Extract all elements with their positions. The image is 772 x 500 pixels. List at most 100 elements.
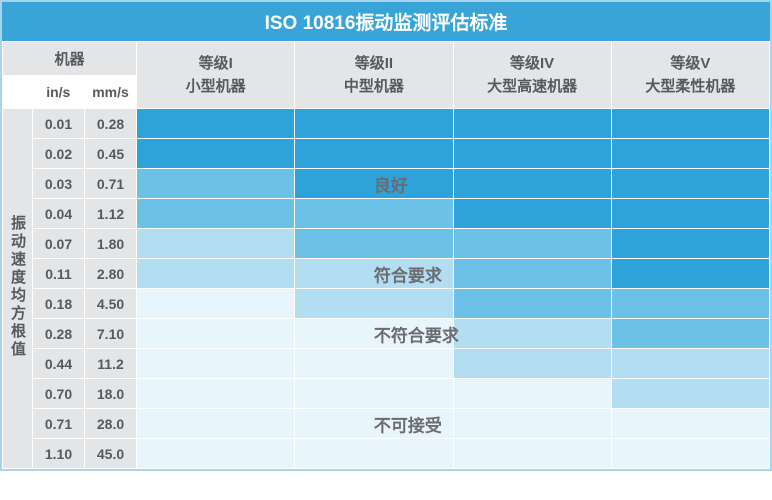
table-row: 0.030.71 良好 [3,169,770,199]
zone-cell [611,439,769,469]
zone-cell [137,319,295,349]
zone-cell [611,139,769,169]
value-in: 0.01 [33,109,85,139]
table-row: 1.1045.0 [3,439,770,469]
value-in: 0.18 [33,289,85,319]
zone-cell [295,349,453,379]
zone-cell [453,169,611,199]
value-mm: 11.2 [85,349,137,379]
machine-header: 机器 [3,42,137,76]
zone-cell [453,229,611,259]
zone-cell [137,259,295,289]
value-in: 1.10 [33,439,85,469]
zone-cell [137,349,295,379]
zone-cell [611,379,769,409]
zone-cell [611,409,769,439]
table-body: 振动速度均方根值0.010.280.020.450.030.71良好0.041.… [3,109,770,469]
value-mm: 4.50 [85,289,137,319]
value-in: 0.11 [33,259,85,289]
zone-cell: 不可接受 [295,409,453,439]
zone-cell [453,109,611,139]
zone-cell: 良好 [295,169,453,199]
unit-in: in/s [33,76,85,109]
table-row: 0.041.12 [3,199,770,229]
value-mm: 2.80 [85,259,137,289]
value-mm: 1.12 [85,199,137,229]
zone-cell [611,259,769,289]
zone-label-satisfactory: 符合要求 [374,261,442,286]
zone-cell [137,169,295,199]
value-in: 0.70 [33,379,85,409]
zone-cell [611,349,769,379]
table-row: 0.4411.2 [3,349,770,379]
value-mm: 45.0 [85,439,137,469]
zone-cell [137,139,295,169]
zone-cell [453,289,611,319]
value-in: 0.04 [33,199,85,229]
vertical-axis-text: 振动速度均方根值 [7,215,28,359]
zone-cell [453,379,611,409]
zone-cell [611,319,769,349]
zone-label-unsatisfactory: 不符合要求 [374,321,459,346]
value-in: 0.03 [33,169,85,199]
table-title: ISO 10816振动监测评估标准 [2,2,770,41]
zone-cell [453,259,611,289]
value-mm: 28.0 [85,409,137,439]
table-row: 0.020.45 [3,139,770,169]
zone-cell [453,349,611,379]
value-mm: 0.71 [85,169,137,199]
zone-cell [453,139,611,169]
zone-cell [295,199,453,229]
value-in: 0.02 [33,139,85,169]
value-in: 0.28 [33,319,85,349]
value-in: 0.07 [33,229,85,259]
zone-label-unacceptable: 不可接受 [374,411,442,436]
zone-cell [611,199,769,229]
zone-label-good: 良好 [374,171,408,196]
value-in: 0.44 [33,349,85,379]
class-header-3: 等级IV 大型高速机器 [453,42,611,109]
table-row: 0.184.50 [3,289,770,319]
zone-cell [137,199,295,229]
zone-cell: 符合要求 [295,259,453,289]
zone-cell [295,439,453,469]
vertical-axis-label: 振动速度均方根值 [3,109,33,469]
iso-10816-table: ISO 10816振动监测评估标准 机器 等级I 小型机器 等级II 中型机器 [0,0,772,471]
zone-cell [137,229,295,259]
table-row: 0.287.10 不符合要求 [3,319,770,349]
value-mm: 18.0 [85,379,137,409]
table-row: 0.112.80 符合要求 [3,259,770,289]
table-row: 0.7128.0 不可接受 [3,409,770,439]
value-in: 0.71 [33,409,85,439]
unit-spacer [3,76,33,109]
zone-cell [295,289,453,319]
zone-cell [295,379,453,409]
value-mm: 7.10 [85,319,137,349]
zone-cell [295,109,453,139]
zone-cell [453,199,611,229]
table-row: 振动速度均方根值0.010.28 [3,109,770,139]
unit-mm: mm/s [85,76,137,109]
class-header-2: 等级II 中型机器 [295,42,453,109]
zone-cell [137,109,295,139]
zone-cell [137,439,295,469]
class-header-1: 等级I 小型机器 [137,42,295,109]
zone-cell [611,109,769,139]
zone-cell: 不符合要求 [295,319,453,349]
zone-cell [137,409,295,439]
table-row: 0.7018.0 [3,379,770,409]
table-row: 0.071.80 [3,229,770,259]
value-mm: 0.28 [85,109,137,139]
class-header-4: 等级V 大型柔性机器 [611,42,769,109]
zone-cell [611,289,769,319]
zone-cell [453,409,611,439]
value-mm: 0.45 [85,139,137,169]
zone-cell [611,169,769,199]
zone-cell [295,139,453,169]
zone-cell [137,379,295,409]
zone-cell [137,289,295,319]
vibration-table: 机器 等级I 小型机器 等级II 中型机器 等级IV 大型高速机器 等级V 大型… [2,41,770,469]
zone-cell [453,319,611,349]
value-mm: 1.80 [85,229,137,259]
zone-cell [295,229,453,259]
